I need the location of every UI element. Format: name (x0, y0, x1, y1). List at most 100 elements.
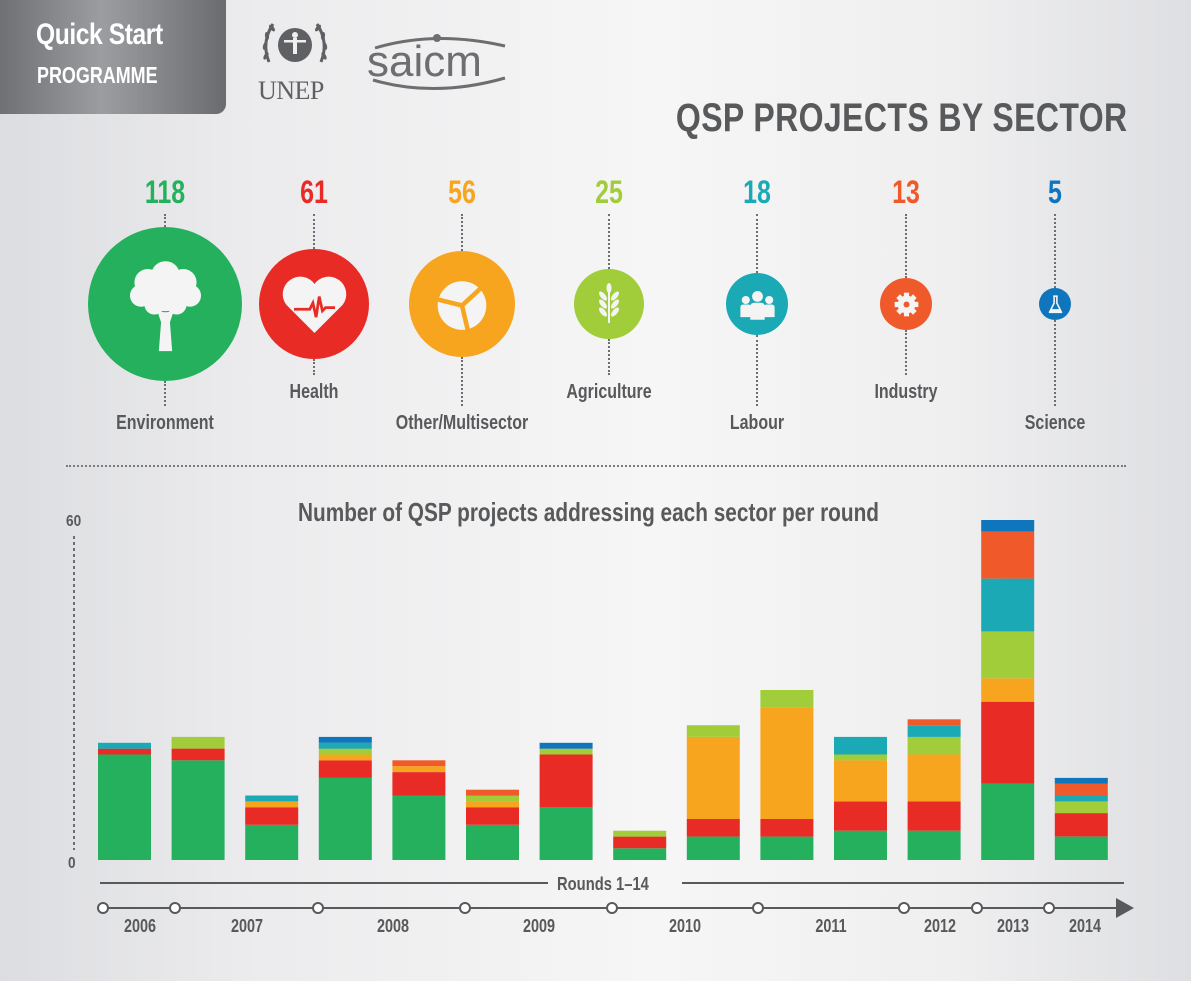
sector-circle (259, 249, 369, 359)
bar-segment-health (392, 772, 446, 796)
year-label: 2014 (1068, 916, 1102, 936)
bar-segment-health (1054, 813, 1108, 837)
bar-segment-agriculture (760, 690, 814, 708)
bar-segment-other-multisector (392, 766, 446, 773)
sector-circle (409, 251, 515, 357)
timeline-marker (752, 902, 764, 914)
sector-count: 18 (743, 174, 771, 210)
sector-label: Other/Multisector (395, 412, 529, 434)
connector-line (461, 214, 463, 251)
y-tick-label: 0 (68, 855, 76, 872)
bar-segment-health (760, 819, 814, 837)
bar-segment-agriculture (318, 748, 372, 755)
sector-count: 56 (448, 174, 476, 210)
bar-segment-health (98, 748, 151, 755)
bar-segment-other-multisector (760, 707, 814, 819)
bar-segment-labour (245, 795, 299, 802)
bar-segment-industry (1054, 783, 1108, 796)
connector-line (905, 330, 907, 375)
bar-segment-labour (981, 578, 1035, 632)
sector-count: 5 (1048, 174, 1062, 210)
sector-label: Science (1024, 412, 1086, 434)
bar-segment-environment (245, 824, 299, 860)
year-label: 2006 (123, 916, 157, 936)
connector-line (1054, 214, 1056, 288)
bar-segment-industry (392, 760, 446, 767)
bar-segment-environment (686, 836, 740, 860)
connector-line (756, 214, 758, 273)
sector-label: Health (289, 381, 339, 403)
quick-start-programme-banner: Quick Start PROGRAMME (0, 0, 226, 114)
bar-segment-science (1054, 777, 1108, 784)
bar-segment-other-multisector (466, 801, 519, 808)
sector-circle (726, 273, 788, 335)
year-label: 2007 (230, 916, 264, 936)
page-title: QSP PROJECTS BY SECTOR (675, 96, 1127, 140)
sector-count: 13 (892, 174, 920, 210)
bar-segment-industry (907, 719, 961, 726)
timeline-marker (898, 902, 910, 914)
bar-segment-health (834, 801, 887, 831)
section-divider (66, 465, 1126, 467)
bar-segment-environment (1054, 836, 1108, 860)
year-label: 2012 (923, 916, 957, 936)
connector-line (905, 214, 907, 278)
sector-label: Agriculture (566, 381, 652, 403)
timeline-marker (1043, 902, 1055, 914)
bar-segment-labour (907, 725, 961, 737)
bar-segment-agriculture (907, 736, 961, 755)
bar-segment-agriculture (834, 754, 887, 761)
connector-line (608, 214, 610, 269)
sector-count: 25 (595, 174, 623, 210)
timeline-marker (971, 902, 983, 914)
bar-segment-environment (98, 754, 151, 860)
sector-circle (574, 269, 644, 339)
bar-segment-environment (466, 824, 519, 860)
bar-segment-other-multisector (318, 754, 372, 761)
bar-segment-environment (539, 807, 593, 860)
bar-segment-science (981, 520, 1035, 532)
bar-segment-labour (318, 742, 372, 749)
tree-icon (110, 249, 221, 360)
bar-segment-other-multisector (245, 801, 299, 808)
bar-segment-other-multisector (834, 760, 887, 802)
sector-label: Environment (116, 412, 214, 434)
bar-segment-agriculture (171, 736, 225, 749)
bar-segment-industry (981, 531, 1035, 579)
sector-count: 61 (300, 174, 328, 210)
sector-circle (1039, 288, 1071, 320)
sector-count: 118 (144, 174, 186, 210)
year-label: 2010 (668, 916, 702, 936)
bar-segment-health (981, 701, 1035, 784)
connector-line (756, 335, 758, 406)
connector-line (164, 381, 166, 406)
bar-segment-health (613, 836, 667, 849)
bar-segment-agriculture (686, 725, 740, 737)
bar-segment-labour (1054, 795, 1108, 802)
sector-label: Industry (874, 381, 938, 403)
heartbeat-icon (275, 265, 354, 344)
sector-circle (88, 227, 242, 381)
bar-segment-health (686, 819, 740, 837)
bar-segment-health (171, 748, 225, 761)
x-axis-label: Rounds 1–14 (557, 874, 649, 894)
bar-segment-agriculture (539, 748, 593, 755)
unep-logo-text: UNEP (258, 76, 324, 105)
timeline-marker (312, 902, 324, 914)
chart-title: Number of QSP projects addressing each s… (298, 497, 880, 527)
year-label: 2013 (996, 916, 1030, 936)
connector-line (1054, 320, 1056, 406)
bar-segment-environment (907, 830, 961, 860)
connector-line (164, 214, 166, 227)
year-label: 2011 (815, 916, 847, 936)
timeline-arrow-icon (1116, 898, 1134, 918)
pie-chart-icon (424, 266, 500, 342)
bar-segment-other-multisector (981, 678, 1035, 702)
timeline-marker (459, 902, 471, 914)
bar-segment-environment (613, 848, 667, 860)
bar-segment-health (907, 801, 961, 831)
bar-segment-environment (760, 836, 814, 860)
sector-label: Labour (729, 412, 785, 434)
banner-title: Quick Start (36, 18, 163, 51)
bar-segment-health (318, 760, 372, 778)
